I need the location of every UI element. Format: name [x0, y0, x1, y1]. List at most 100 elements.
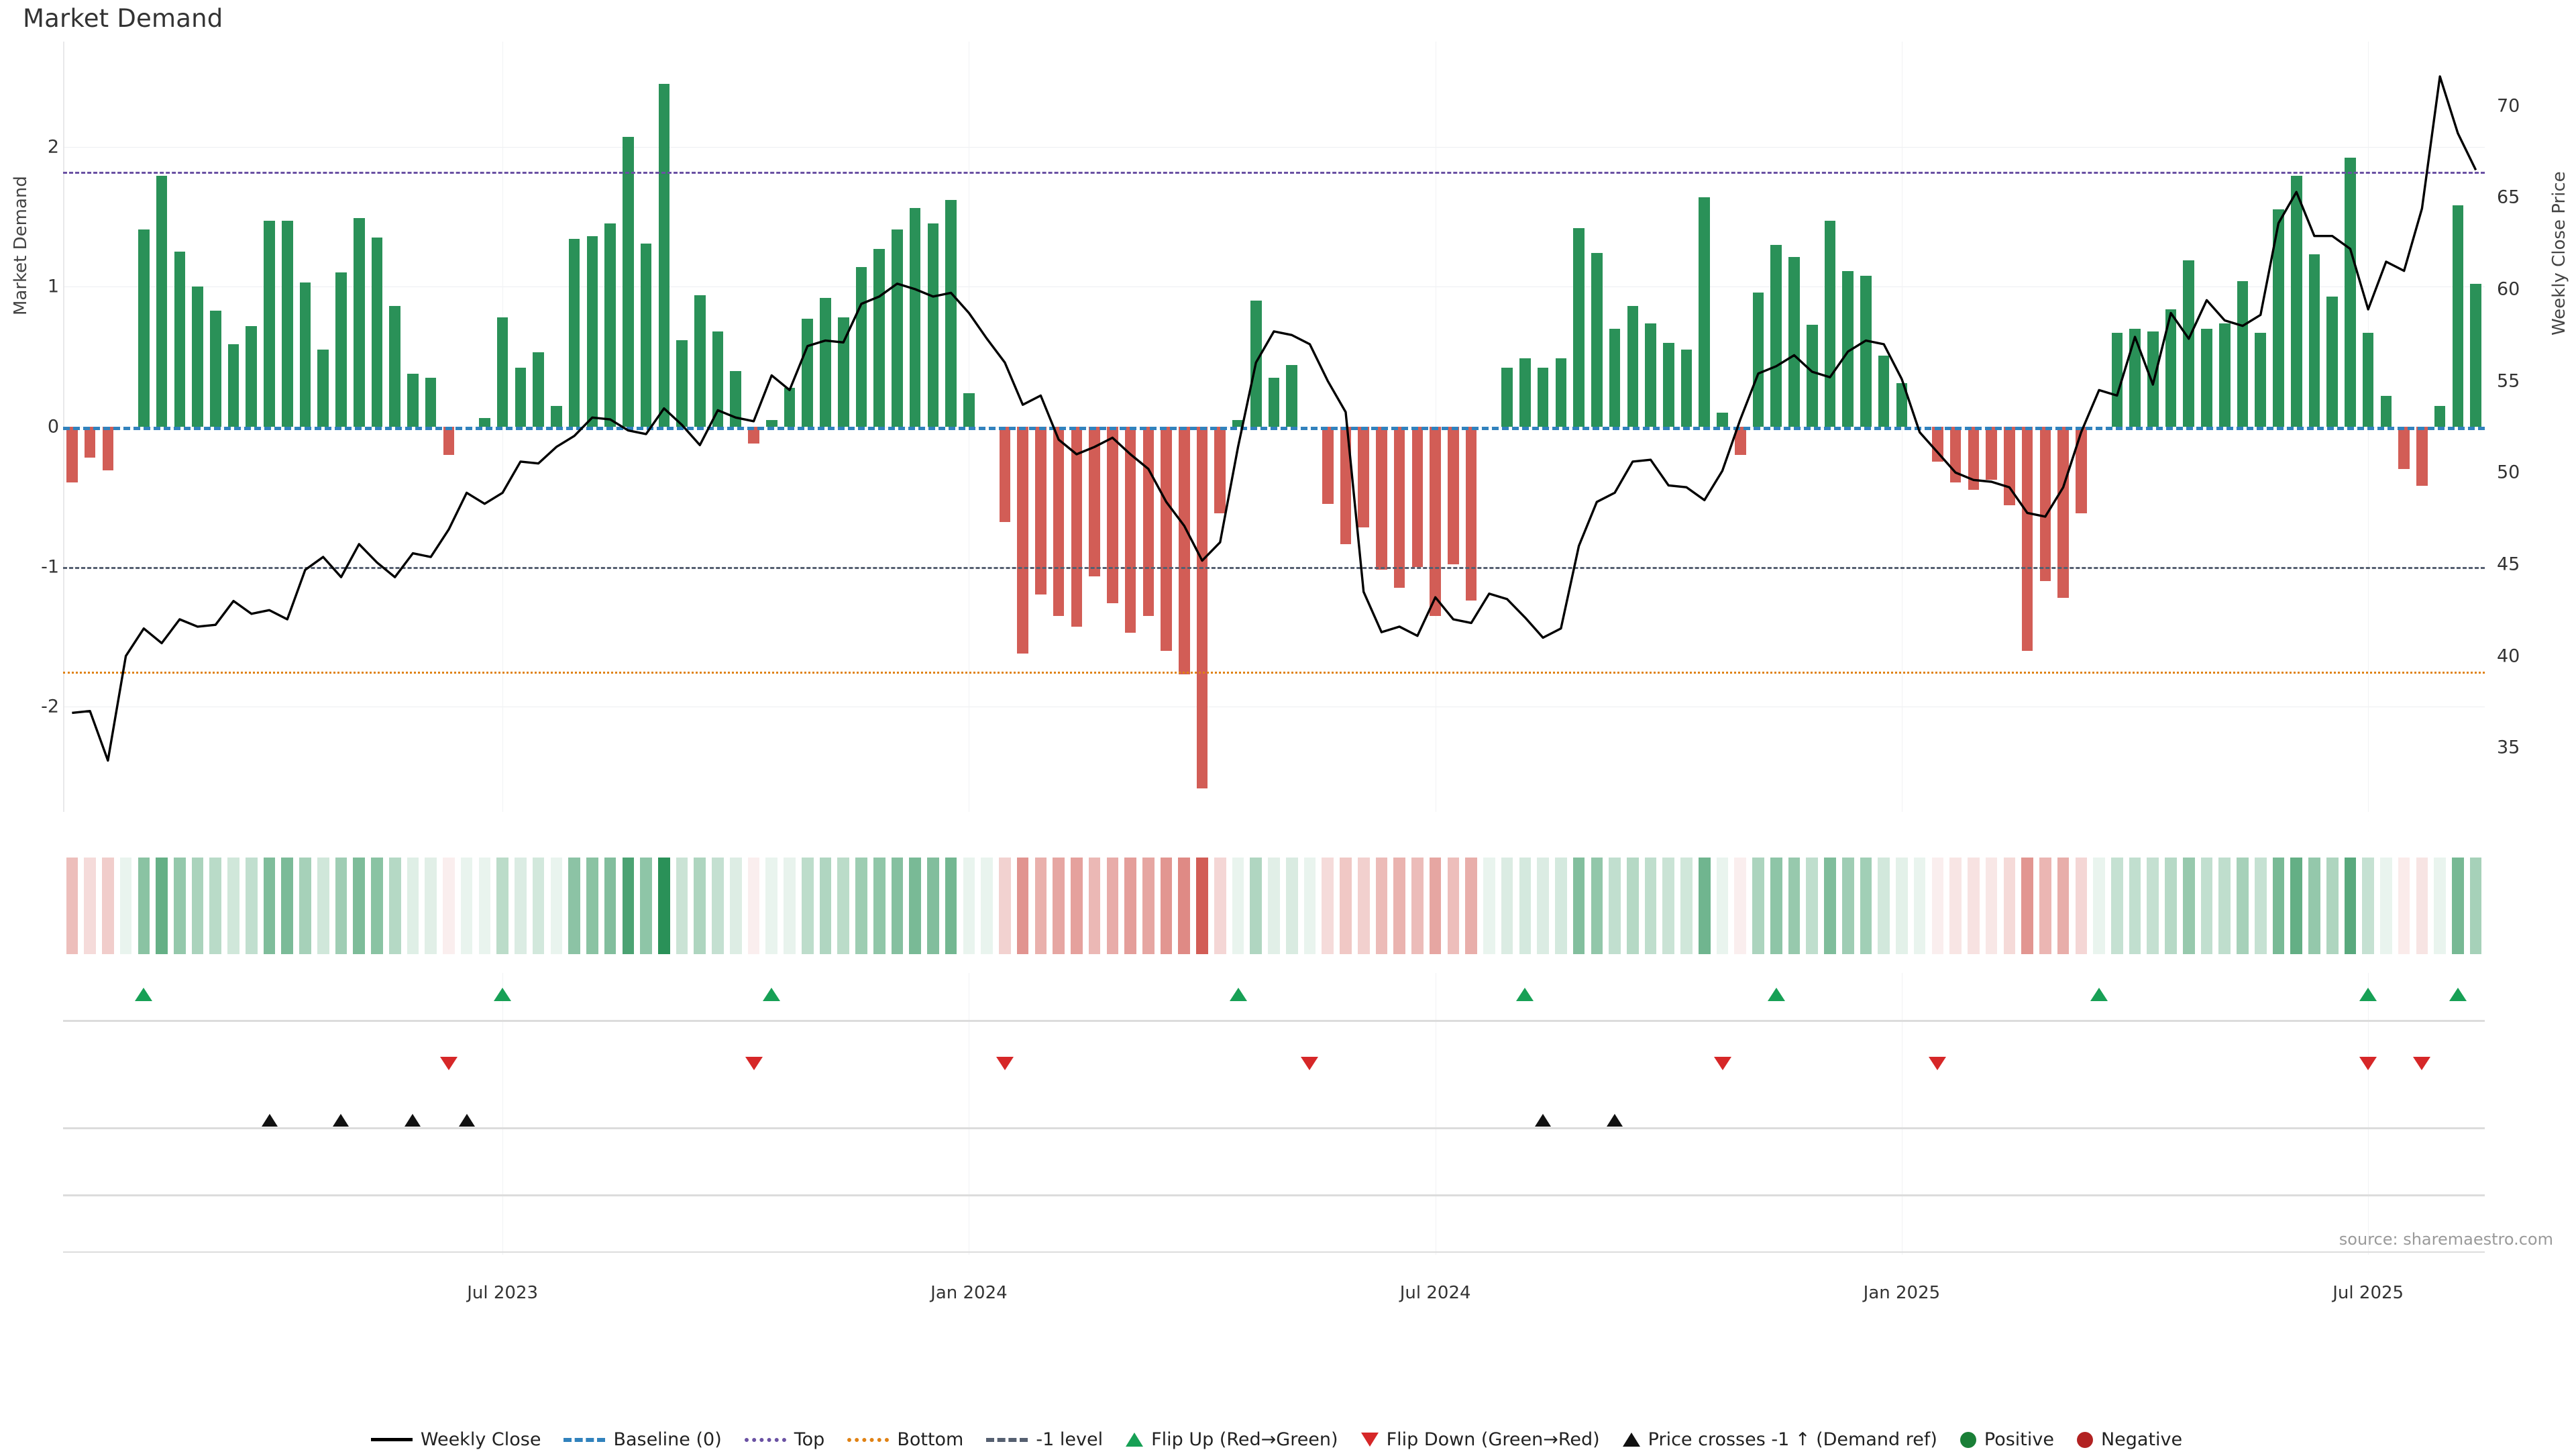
- demand-bar: [1609, 328, 1621, 427]
- price-cross-marker-icon: [333, 1114, 350, 1127]
- demand-bar: [407, 373, 419, 427]
- chart-legend: Weekly Close Baseline (0) Top Bottom -1 leve…: [0, 1429, 2576, 1450]
- flip-down-marker-icon: [439, 1057, 458, 1070]
- intensity-cell: [425, 858, 437, 954]
- demand-bar: [712, 331, 724, 427]
- intensity-cell: [1734, 858, 1747, 954]
- triangle-up-icon: [1126, 1433, 1144, 1447]
- demand-bar: [1519, 358, 1531, 427]
- intensity-cell: [66, 858, 78, 954]
- demand-bar: [138, 229, 150, 427]
- intensity-cell: [1232, 858, 1244, 954]
- intensity-cell: [1609, 858, 1621, 954]
- legend-item-label: Top: [794, 1429, 825, 1450]
- intensity-cell: [837, 858, 850, 954]
- y-axis-right-tick-label: 35: [2497, 737, 2520, 758]
- y-axis-right-tick-label: 55: [2497, 370, 2520, 392]
- demand-bar: [174, 252, 186, 427]
- legend-item[interactable]: Top: [744, 1429, 825, 1450]
- legend-item[interactable]: Flip Down (Green→Red): [1360, 1429, 1600, 1450]
- intensity-cell: [712, 858, 724, 954]
- demand-bar: [2273, 209, 2284, 427]
- demand-bar: [533, 352, 544, 427]
- flip-up-marker-icon: [494, 988, 512, 1001]
- legend-item[interactable]: Positive: [1960, 1429, 2054, 1450]
- y-axis-right-tick-label: 70: [2497, 95, 2520, 117]
- y-axis-left-tick-label: 0: [47, 416, 59, 437]
- legend-item-label: Negative: [2100, 1429, 2183, 1450]
- legend-item-label: Flip Down (Green→Red): [1386, 1429, 1600, 1450]
- top-reference-line: [63, 172, 2485, 174]
- demand-bar: [1376, 427, 1387, 570]
- x-axis-tick-label: Jul 2025: [2332, 1283, 2404, 1303]
- legend-item[interactable]: -1 level: [986, 1429, 1103, 1450]
- intensity-cell: [1537, 858, 1549, 954]
- intensity-cell: [1393, 858, 1405, 954]
- demand-bar: [1232, 419, 1244, 427]
- intensity-cell: [1340, 858, 1352, 954]
- intensity-cell: [1160, 858, 1173, 954]
- legend-item-label: Bottom: [897, 1429, 964, 1450]
- intensity-cell: [353, 858, 366, 954]
- demand-bar: [2201, 328, 2212, 427]
- intensity-cell: [945, 858, 957, 954]
- demand-bar: [2129, 328, 2141, 427]
- flip-down-marker-icon: [2413, 1057, 2431, 1070]
- legend-item[interactable]: Price crosses -1 ↑ (Demand ref): [1622, 1429, 1937, 1450]
- intensity-cell: [281, 858, 294, 954]
- intensity-cell: [2075, 858, 2088, 954]
- demand-bar: [945, 199, 957, 427]
- demand-bar: [2255, 333, 2267, 427]
- x-axis-tick-label: Jul 2024: [1399, 1283, 1471, 1303]
- legend-item[interactable]: Weekly Close: [370, 1429, 541, 1450]
- legend-item-label: Weekly Close: [420, 1429, 541, 1450]
- demand-bar: [1752, 292, 1764, 427]
- legend-item[interactable]: Baseline (0): [564, 1429, 722, 1450]
- demand-bar: [1071, 427, 1083, 627]
- intensity-cell: [586, 858, 598, 954]
- dotted-line-icon: [744, 1437, 786, 1442]
- weekly-close-line-overlay: [72, 75, 2477, 762]
- intensity-cell: [1644, 858, 1657, 954]
- intensity-cell: [102, 858, 114, 954]
- intensity-cell: [1016, 858, 1029, 954]
- demand-bar: [1680, 350, 1693, 427]
- intensity-cell: [2237, 858, 2249, 954]
- intensity-cell: [1591, 858, 1603, 954]
- demand-bar: [748, 427, 759, 444]
- legend-item[interactable]: Flip Up (Red→Green): [1126, 1429, 1338, 1450]
- intensity-cell: [1752, 858, 1764, 954]
- intensity-cell: [2326, 858, 2339, 954]
- intensity-cell: [496, 858, 508, 954]
- demand-bar: [1358, 427, 1369, 528]
- flip-down-marker-icon: [2359, 1057, 2377, 1070]
- demand-bar: [1663, 342, 1674, 427]
- demand-bar: [999, 427, 1011, 522]
- intensity-cell: [515, 858, 527, 954]
- intensity-cell: [2380, 858, 2392, 954]
- intensity-cell: [2110, 858, 2123, 954]
- demand-bar: [281, 221, 293, 427]
- demand-bar: [1017, 427, 1028, 654]
- demand-bar: [1124, 427, 1136, 633]
- intensity-cell: [909, 858, 921, 954]
- demand-bar: [1968, 427, 1980, 490]
- intensity-cell: [1626, 858, 1639, 954]
- intensity-cell: [891, 858, 904, 954]
- intensity-cell: [1071, 858, 1083, 954]
- demand-bar: [623, 136, 634, 427]
- demand-bar: [784, 387, 796, 427]
- legend-item[interactable]: Negative: [2076, 1429, 2183, 1450]
- legend-item[interactable]: Bottom: [847, 1429, 963, 1450]
- demand-bar: [1322, 427, 1334, 504]
- intensity-cell: [2344, 858, 2357, 954]
- intensity-cell: [2254, 858, 2267, 954]
- intensity-cell: [1572, 858, 1585, 954]
- intensity-cell: [1214, 858, 1226, 954]
- demand-bar: [1717, 413, 1728, 427]
- intensity-cell: [2093, 858, 2105, 954]
- y-axis-left-tick-label: 2: [47, 136, 59, 158]
- intensity-cell: [1250, 858, 1263, 954]
- y-axis-right-label: Weekly Close Price: [2549, 171, 2569, 335]
- demand-bar: [765, 419, 777, 427]
